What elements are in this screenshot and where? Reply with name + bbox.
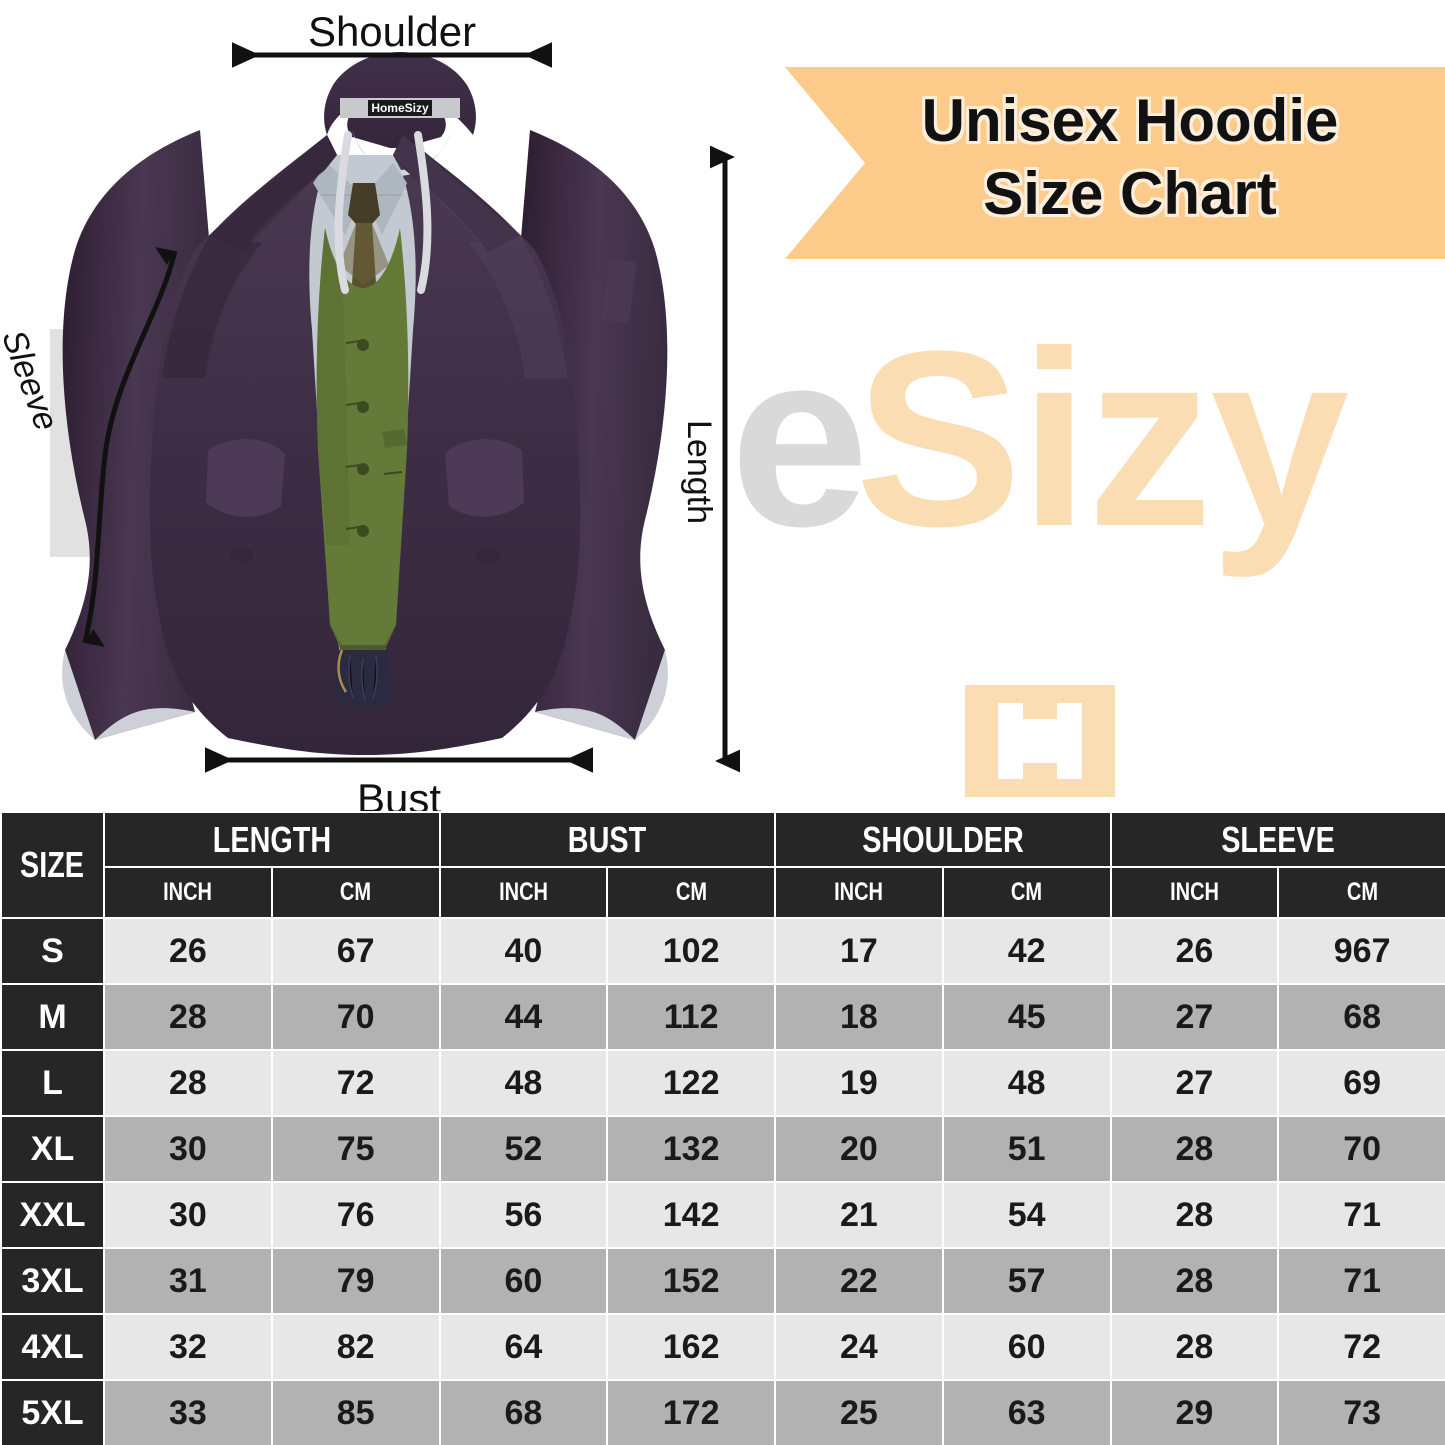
- svg-text:HomeSizy: HomeSizy: [371, 101, 429, 115]
